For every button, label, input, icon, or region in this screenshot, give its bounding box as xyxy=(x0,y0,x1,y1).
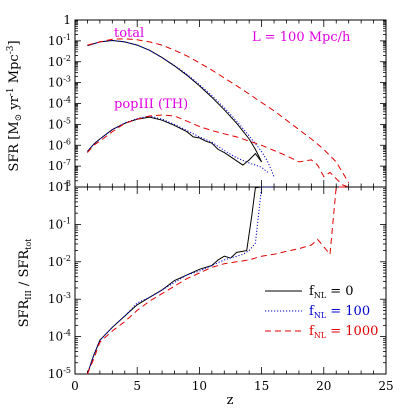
series-f0_ratio xyxy=(86,186,262,375)
top-panel-series xyxy=(87,38,350,188)
series-f100_pop3 xyxy=(87,115,269,173)
top-ylabel-units2: Mpc xyxy=(7,54,22,87)
bottom-y-tick-label: 10-4 xyxy=(48,329,71,344)
top-y-tick-label: 10-6 xyxy=(48,137,71,152)
top-y-tick-label: 10-3 xyxy=(48,75,71,90)
bottom-y-tick-label: 10-3 xyxy=(48,291,71,306)
top-ylabel: SFR [M⊙ yr-1 Mpc-3] xyxy=(6,40,24,171)
top-y-tick-label: 10-4 xyxy=(48,96,71,111)
x-axis-label: z xyxy=(227,393,234,408)
top-ylabel-sun: ⊙ xyxy=(14,114,24,122)
legend-label-f1000: fNL = 1000 xyxy=(309,324,378,340)
bottom-ylabel-sub2: tot xyxy=(24,238,33,250)
x-tick-label: 10 xyxy=(192,379,207,393)
series-f100_total xyxy=(87,39,275,177)
x-tick-label: 0 xyxy=(71,379,79,393)
series-f1000_ratio xyxy=(86,186,349,375)
series-f100_ratio xyxy=(86,186,274,375)
bottom-y-tick-label: 10-2 xyxy=(48,254,71,269)
top-ylabel-end: ] xyxy=(7,40,22,45)
bottom-panel-ticks: 1 10-1 10-2 10-3 10-4 10-50 5 10 15 20 25 xyxy=(48,180,394,393)
top-ylabel-units: yr xyxy=(7,95,22,113)
top-ylabel-main: SFR [M xyxy=(7,121,22,171)
legend-label-f0: fNL = 0 xyxy=(309,284,354,300)
top-y-tick-label: 10-7 xyxy=(48,158,71,173)
x-tick-label: 20 xyxy=(316,379,331,393)
top-ylabel-exp2: -3 xyxy=(6,45,16,54)
bottom-ylabel-sub1: III xyxy=(24,290,33,299)
top-y-tick-label: 10-8 xyxy=(48,179,71,194)
bottom-y-tick-label: 10-5 xyxy=(48,366,71,381)
x-tick-label: 15 xyxy=(254,379,269,393)
legend: fNL = 0 fNL = 100 fNL = 1000 xyxy=(265,284,378,340)
x-tick-label: 25 xyxy=(378,379,393,393)
bottom-panel-frame xyxy=(74,186,387,375)
total-annotation: total xyxy=(114,26,144,41)
top-y-tick-label: 10-2 xyxy=(48,54,71,69)
x-tick-label: 5 xyxy=(133,379,141,393)
bottom-ylabel-mid: / SFR xyxy=(17,249,32,291)
series-f1000_pop3 xyxy=(87,114,349,188)
bottom-y-tick-label: 1 xyxy=(63,180,71,194)
bottom-panel-series xyxy=(86,186,349,375)
legend-label-f100: fNL = 100 xyxy=(309,304,370,320)
top-y-tick-label: 10-1 xyxy=(48,33,71,48)
bottom-ylabel: SFRIII / SFRtot xyxy=(17,238,33,328)
box-size-annotation: L = 100 Mpc/h xyxy=(252,30,351,45)
series-f0_total xyxy=(87,39,263,163)
top-y-tick-label: 1 xyxy=(63,13,71,27)
bottom-y-tick-label: 10-1 xyxy=(48,216,71,231)
popiii-annotation: popIII (TH) xyxy=(114,97,188,112)
bottom-ylabel-main: SFR xyxy=(17,298,32,327)
top-panel-ticks: 1 10-1 10-2 10-3 10-4 10-5 10-6 10-7 10-8 xyxy=(48,13,387,194)
top-y-tick-label: 10-5 xyxy=(48,116,71,131)
top-ylabel-exp1: -1 xyxy=(6,87,16,96)
